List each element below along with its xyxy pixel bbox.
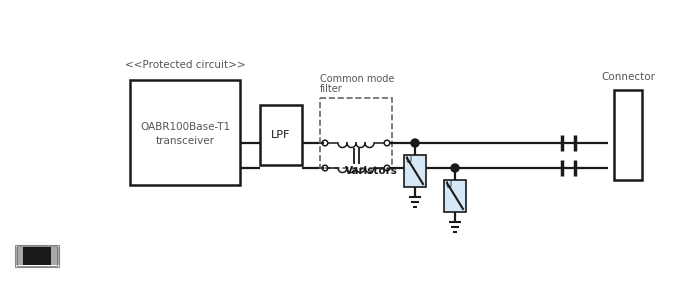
Text: Common mode: Common mode [320,74,394,84]
Text: Varistors: Varistors [345,166,398,176]
Text: U: U [405,156,411,165]
Text: LPF: LPF [272,130,290,140]
Text: <<Protected circuit>>: <<Protected circuit>> [125,60,245,70]
Bar [444,180,466,212]
Text: transceiver: transceiver [155,136,214,146]
Bar [404,155,426,187]
Circle shape [451,164,459,172]
Text: U: U [445,181,451,190]
Text: Connector: Connector [601,72,655,82]
Bar [15,247,23,265]
Bar [51,247,59,265]
Text: OABR100Base-T1: OABR100Base-T1 [140,122,230,131]
Bar [15,245,59,267]
Bar [260,105,302,165]
Bar [17,246,57,266]
Circle shape [411,139,419,147]
Bar [130,80,240,185]
Bar [614,90,642,180]
Bar [22,247,52,265]
Bar [320,98,392,168]
Text: filter: filter [320,84,343,94]
